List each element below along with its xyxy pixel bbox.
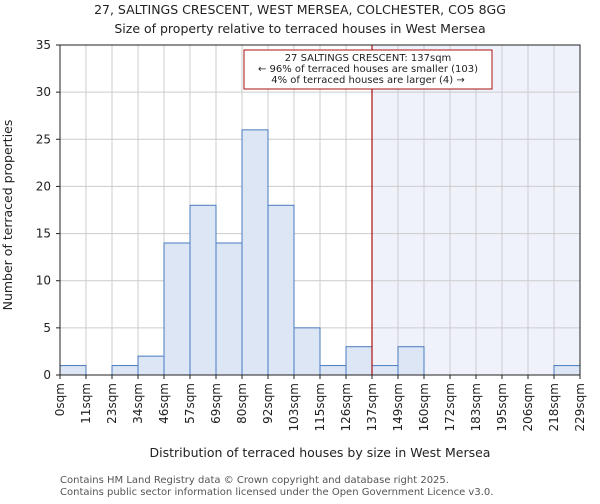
x-tick-label: 126sqm [339,383,353,431]
bar-218sqm [553,365,581,376]
y-tick-label: 15 [36,227,51,241]
y-tick-label: 0 [43,368,51,382]
bar-137sqm [371,365,399,376]
x-tick-label: 218sqm [547,383,561,431]
x-tick-label: 69sqm [209,383,223,424]
y-tick-label: 35 [36,38,51,52]
bar-103sqm [293,327,321,376]
x-tick-label: 34sqm [131,383,145,424]
x-tick-label: 172sqm [443,383,457,431]
bar-34sqm [137,355,165,376]
bar-92sqm [267,204,295,376]
bar-23sqm [111,365,139,376]
bar-0sqm [59,365,87,376]
x-tick-label: 0sqm [53,383,67,416]
x-tick-label: 149sqm [391,383,405,431]
y-tick-label: 10 [36,274,51,288]
grid-lines [59,44,581,376]
annotation-frame [243,49,493,90]
x-tick-label: 137sqm [365,383,379,431]
x-tick-label: 160sqm [417,383,431,431]
x-tick-label: 183sqm [469,383,483,431]
annotation-line2: ← 96% of terraced houses are smaller (10… [258,64,478,75]
annotation-line3: 4% of terraced houses are larger (4) → [271,75,465,86]
chart-title-line1: 27, SALTINGS CRESCENT, WEST MERSEA, COLC… [94,2,506,17]
x-tick-label: 80sqm [235,383,249,424]
y-tick-label: 5 [43,321,51,335]
y-axis-ticks: 0 5 10 15 20 25 30 35 [36,38,60,382]
x-tick-label: 57sqm [183,383,197,424]
y-tick-label: 20 [36,179,51,193]
x-tick-label: 115sqm [313,383,327,431]
bar-80sqm [241,129,269,376]
x-axis-ticks: 0sqm 11sqm 23sqm 34sqm 46sqm 57sqm 69sqm 80sqm 9… [53,375,587,431]
y-axis-label: Number of terraced properties [0,120,15,311]
chart-title-line2: Size of property relative to terraced ho… [114,21,485,36]
bars [59,129,581,376]
x-tick-label: 11sqm [79,383,93,424]
y-tick-label: 25 [36,132,51,146]
y-tick-label: 30 [36,85,51,99]
bar-115sqm [319,365,347,376]
annotation-box: 27 SALTINGS CRESCENT: 137sqm ← 96% of te… [243,49,493,90]
bar-126sqm [345,346,373,376]
footer-line1: Contains HM Land Registry data © Crown c… [60,475,449,486]
bar-57sqm [189,204,217,376]
x-tick-label: 229sqm [573,383,587,431]
footer-line2: Contains public sector information licen… [60,487,493,498]
x-tick-label: 23sqm [105,383,119,424]
x-tick-label: 92sqm [261,383,275,424]
x-tick-label: 195sqm [495,383,509,431]
x-tick-label: 46sqm [157,383,171,424]
bar-149sqm [397,346,425,376]
bar-46sqm [163,242,191,376]
bar-69sqm [215,242,243,376]
annotation-line1: 27 SALTINGS CRESCENT: 137sqm [285,53,452,64]
x-axis-label: Distribution of terraced houses by size … [150,445,491,460]
x-tick-label: 103sqm [287,383,301,431]
x-tick-label: 206sqm [521,383,535,431]
